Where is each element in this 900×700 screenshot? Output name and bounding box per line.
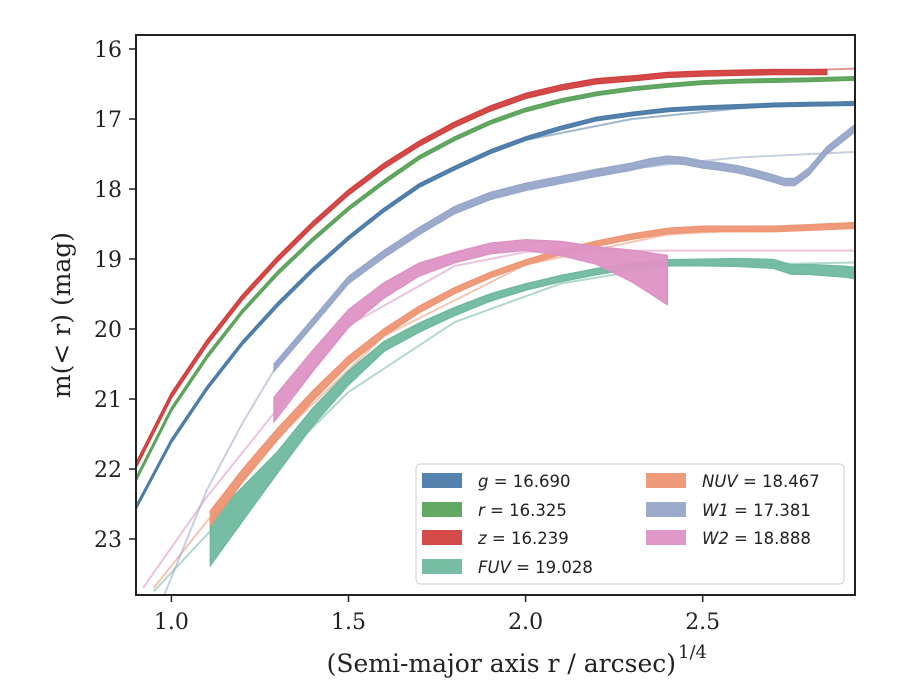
series-5-band [273,123,855,374]
series-3-legend-swatch [422,559,462,574]
y-tick-label: 19 [94,248,122,273]
x-tick-label: 1.0 [154,610,189,635]
series-0-legend-swatch [422,473,462,488]
y-tick-label: 17 [94,108,122,133]
series-6-legend-swatch [646,530,686,545]
series-1-band [136,75,855,482]
series-5-legend-swatch [646,502,686,517]
x-tick-label: 1.5 [331,610,366,635]
series-4-band [209,221,855,528]
series-0-legend-label: g = 16.690 [478,472,571,491]
y-tick-label: 23 [94,528,122,553]
y-axis-ticks: 16 17 18 19 20 21 22 23 [94,38,136,553]
series-6-legend-label: W2 = 18.888 [702,529,811,548]
data-bands [136,68,855,568]
x-tick-label: 2.5 [685,610,720,635]
legend: g = 16.690 r = 16.325 z = 16.239 FUV = 19.0… [415,463,845,585]
x-tick-label: 2.0 [508,610,543,635]
y-tick-label: 16 [94,38,122,63]
series-3-band [209,257,855,568]
y-axis-label: m(< r) (mag) [47,232,76,398]
series-6-band [273,239,669,424]
y-tick-label: 21 [94,388,122,413]
plot-frame [135,34,856,596]
series-3-legend-label: FUV = 19.028 [478,558,593,577]
x-axis-label-exponent: 1/4 [678,642,707,663]
series-2-legend-swatch [422,530,462,545]
series-2-legend-label: z = 16.239 [477,529,569,548]
y-tick-label: 20 [94,318,122,343]
legend-frame [415,463,845,585]
series-1-legend-label: r = 16.325 [478,501,567,520]
series-2-band [136,68,828,469]
y-tick-label: 22 [94,458,122,483]
series-5-legend-label: W1 = 17.381 [702,501,811,520]
series-1-legend-swatch [422,502,462,517]
y-tick-label: 18 [94,178,122,203]
x-axis-label: (Semi-major axis r / arcsec) [327,649,676,678]
series-4-legend-label: NUV = 18.467 [702,472,820,491]
x-axis-ticks: 1.0 1.5 2.0 2.5 [154,595,720,635]
series-0-band [136,101,855,510]
series-4-legend-swatch [646,473,686,488]
